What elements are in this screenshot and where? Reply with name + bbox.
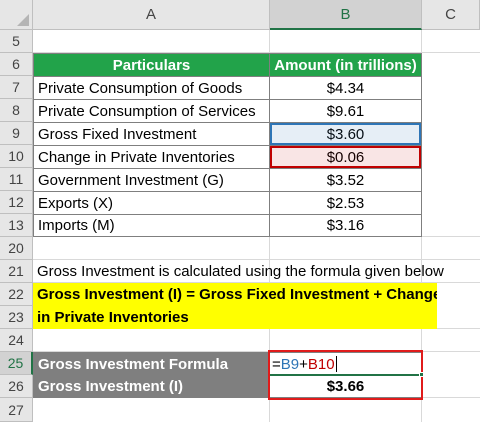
fill-handle[interactable]: [419, 372, 424, 377]
formula-definition-line1[interactable]: Gross Investment (I) = Gross Fixed Inves…: [33, 283, 437, 306]
cell-text: $3.52: [326, 171, 365, 189]
row-number: 13: [8, 217, 24, 233]
row-header-22[interactable]: 22: [0, 283, 33, 306]
row-header-8[interactable]: 8: [0, 99, 33, 122]
table-cell-amount[interactable]: $9.61: [269, 99, 422, 123]
row-header-6[interactable]: 6: [0, 53, 33, 76]
row-number: 23: [8, 309, 24, 325]
cell-text: Gross Fixed Investment: [38, 125, 197, 143]
column-header-a[interactable]: A: [33, 0, 270, 30]
select-all-icon: [17, 14, 29, 26]
formula-plus: +: [299, 355, 308, 373]
table-cell-particular[interactable]: Private Consumption of Goods: [33, 76, 270, 100]
cell-text: Gross Investment is calculated using the…: [37, 263, 444, 280]
cell-text: Change in Private Inventories: [38, 148, 235, 166]
row-number: 20: [8, 240, 24, 256]
row-number: 6: [12, 56, 20, 72]
row-number: 25: [7, 355, 24, 371]
row-header-13[interactable]: 13: [0, 214, 33, 237]
row-header-7[interactable]: 7: [0, 76, 33, 99]
cell-text: $3.66: [326, 378, 365, 395]
column-header-c-label: C: [445, 6, 456, 23]
cell-text: Gross Investment (I) = Gross Fixed Inves…: [37, 286, 437, 303]
row-header-12[interactable]: 12: [0, 191, 33, 214]
row-number: 7: [12, 79, 20, 95]
gridline: [33, 52, 480, 53]
cell-text: $3.16: [326, 217, 365, 234]
formula-ref-b9: B9: [280, 355, 300, 373]
select-all-button[interactable]: [0, 0, 33, 30]
column-header-c[interactable]: C: [422, 0, 480, 30]
table-header-amount[interactable]: Amount (in trillions): [269, 53, 422, 77]
row-header-26[interactable]: 26: [0, 375, 33, 398]
cell-text: Gross Investment (I): [38, 378, 184, 395]
table-header-particulars[interactable]: Particulars: [33, 53, 270, 77]
table-cell-amount[interactable]: $4.34: [269, 76, 422, 100]
text-cursor: [335, 356, 337, 372]
row-number: 21: [8, 263, 24, 279]
cell-text: Private Consumption of Goods: [38, 79, 243, 97]
column-header-b-label: B: [340, 5, 351, 23]
row-number: 12: [8, 194, 24, 210]
row-number: 10: [8, 148, 24, 164]
formula-definition-line2[interactable]: in Private Inventories: [33, 306, 437, 329]
gridline: [33, 351, 480, 352]
table-header-label: Particulars: [112, 56, 191, 74]
formula-ref-b10: B10: [307, 355, 335, 373]
row-header-27[interactable]: 27: [0, 398, 33, 422]
cell-text: $3.60: [326, 125, 365, 143]
row-header-25[interactable]: 25: [0, 352, 33, 375]
result-label-cell[interactable]: Gross Investment (I): [33, 375, 270, 398]
row-header-20[interactable]: 20: [0, 237, 33, 260]
table-cell-amount[interactable]: $3.52: [269, 168, 422, 192]
cell-text: $0.06: [326, 148, 365, 166]
table-cell-particular[interactable]: Private Consumption of Services: [33, 99, 270, 123]
cell-text: $9.61: [326, 102, 365, 120]
table-cell-amount[interactable]: $3.16: [269, 214, 422, 237]
cell-text: in Private Inventories: [37, 309, 189, 326]
table-cell-particular[interactable]: Gross Fixed Investment: [33, 122, 270, 146]
table-header-label: Amount (in trillions): [274, 56, 417, 74]
table-cell-particular[interactable]: Imports (M): [33, 214, 270, 237]
column-header-a-label: A: [145, 6, 156, 23]
cell-text: Exports (X): [38, 194, 114, 212]
gridline: [33, 282, 480, 283]
table-cell-particular[interactable]: Government Investment (G): [33, 168, 270, 192]
table-cell-particular[interactable]: Change in Private Inventories: [33, 145, 270, 169]
reference-highlight-b10: [270, 146, 421, 168]
row-number: 11: [8, 171, 24, 187]
row-number: 24: [8, 332, 24, 348]
row-header-5[interactable]: 5: [0, 30, 33, 53]
gridline: [33, 259, 480, 260]
cell-text: $4.34: [326, 79, 365, 97]
row-number: 8: [12, 102, 20, 118]
formula-label-cell[interactable]: Gross Investment Formula: [33, 352, 270, 376]
formula-edit-cell[interactable]: = B9 + B10: [269, 352, 422, 376]
row-number: 26: [8, 378, 24, 394]
row-header-11[interactable]: 11: [0, 168, 33, 191]
row-number: 22: [8, 286, 24, 302]
row-number: 27: [8, 401, 24, 418]
cell-text: Gross Investment Formula: [38, 355, 229, 373]
row-header-24[interactable]: 24: [0, 329, 33, 352]
note-text[interactable]: Gross Investment is calculated using the…: [33, 260, 480, 283]
result-value-cell[interactable]: $3.66: [269, 375, 422, 398]
row-number: 5: [12, 33, 20, 49]
formula-equals: =: [272, 355, 281, 373]
row-header-23[interactable]: 23: [0, 306, 33, 329]
cell-text: $2.53: [326, 194, 365, 212]
row-header-10[interactable]: 10: [0, 145, 33, 168]
active-cell-indicator: [270, 374, 422, 376]
reference-highlight-b9: [270, 123, 421, 145]
row-header-21[interactable]: 21: [0, 260, 33, 283]
cell-text: Imports (M): [38, 217, 115, 234]
row-header-9[interactable]: 9: [0, 122, 33, 145]
row-number: 9: [12, 125, 20, 141]
column-header-b[interactable]: B: [270, 0, 422, 30]
table-cell-particular[interactable]: Exports (X): [33, 191, 270, 215]
cell-text: Government Investment (G): [38, 171, 224, 189]
table-cell-amount[interactable]: $2.53: [269, 191, 422, 215]
cell-text: Private Consumption of Services: [38, 102, 256, 120]
